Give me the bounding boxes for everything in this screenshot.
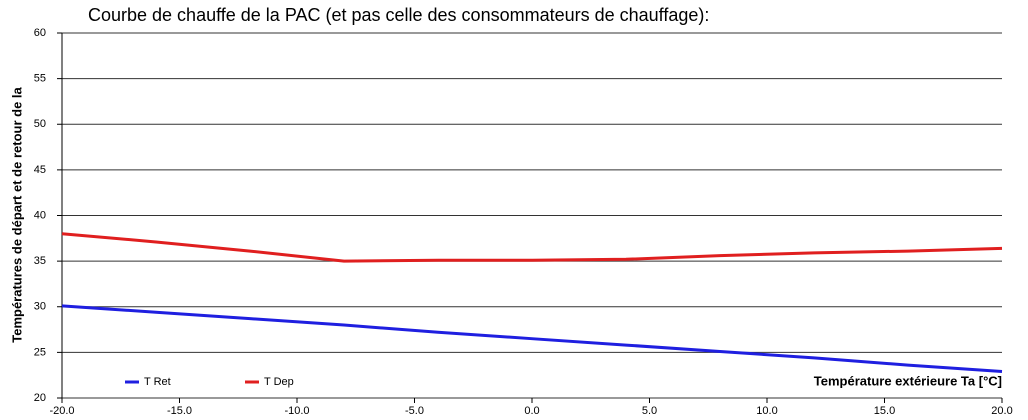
y-tick-label: 25 [34,346,46,358]
x-tick-label: 5.0 [642,405,657,417]
x-tick-label: -10.0 [284,405,309,417]
y-tick-label: 40 [34,209,46,221]
y-tick-label: 20 [34,392,46,404]
line-series [61,232,1003,263]
x-tick-label: 20.0 [991,405,1012,417]
x-tick-label: 10.0 [756,405,777,417]
y-tick-label: 45 [34,164,46,176]
y-tick-label: 30 [34,301,46,313]
line-series [61,304,1003,374]
y-tick-label: 50 [34,118,46,130]
y-tick-label: 35 [34,255,46,267]
y-tick-label: 55 [34,73,46,85]
x-tick-label: 15.0 [874,405,895,417]
y-tick-label: 60 [34,27,46,39]
chart-title: Courbe de chauffe de la PAC (et pas cell… [88,5,709,25]
legend-label: T Ret [144,376,171,388]
x-tick-label: 0.0 [524,405,539,417]
legend-label: T Dep [264,376,294,388]
y-axis-label: Températures de départ et de retour de l… [9,86,24,342]
x-tick-label: -15.0 [167,405,192,417]
x-tick-label: -20.0 [49,405,74,417]
x-tick-label: -5.0 [405,405,424,417]
x-axis-label: Température extérieure Ta [°C] [814,373,1002,388]
